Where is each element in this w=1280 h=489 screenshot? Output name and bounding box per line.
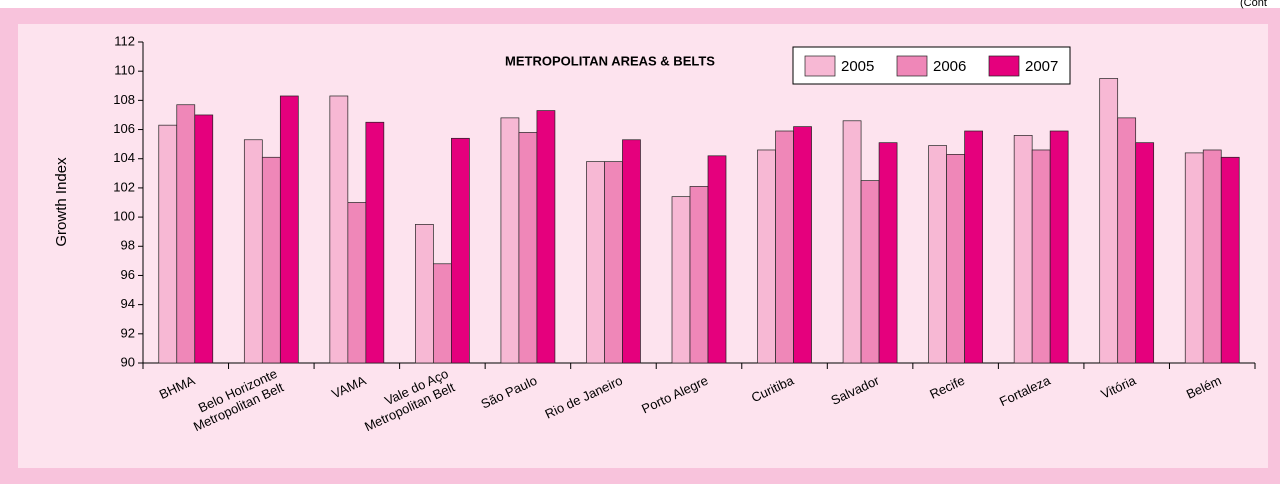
bar <box>1099 78 1119 364</box>
bar <box>1135 142 1155 364</box>
bar <box>433 263 452 364</box>
bar <box>860 180 880 364</box>
corner-note: (Cont <box>1240 0 1267 9</box>
legend-swatch <box>804 55 836 77</box>
bar <box>586 161 605 364</box>
bar <box>365 121 385 364</box>
bar <box>1202 149 1222 364</box>
legend-label: 2005 <box>841 58 874 75</box>
bar <box>1031 149 1051 364</box>
bar <box>1220 156 1240 364</box>
bar <box>261 156 281 364</box>
y-tick-label: 108 <box>113 92 135 107</box>
chart-title: METROPOLITAN AREAS & BELTS <box>505 53 715 68</box>
bar <box>415 224 434 364</box>
bar <box>878 142 898 364</box>
y-tick-label: 98 <box>121 238 135 253</box>
bar <box>536 110 556 364</box>
y-tick-label: 102 <box>113 179 135 194</box>
y-tick-label: 110 <box>114 63 135 78</box>
y-tick-label: 104 <box>113 150 135 165</box>
y-tick-label: 100 <box>113 209 135 224</box>
bar <box>622 139 641 364</box>
bar <box>793 126 812 364</box>
bar <box>775 130 794 364</box>
bar <box>500 117 520 364</box>
bar <box>928 145 947 364</box>
bar <box>451 137 470 364</box>
bar <box>964 130 983 364</box>
bar <box>1184 152 1204 364</box>
legend-swatch <box>896 55 928 77</box>
bar <box>347 202 367 364</box>
bar <box>158 124 178 364</box>
bar <box>946 154 965 364</box>
legend-label: 2006 <box>933 58 966 75</box>
legend-label: 2007 <box>1025 58 1058 75</box>
bar <box>329 95 349 364</box>
bar <box>176 104 196 364</box>
y-tick-label: 92 <box>121 325 135 340</box>
bar <box>707 155 727 364</box>
y-tick-label: 94 <box>121 296 135 311</box>
bar <box>689 186 709 364</box>
bar <box>194 114 214 364</box>
bar <box>1117 117 1137 364</box>
bar <box>671 196 691 364</box>
bar <box>1049 130 1069 364</box>
y-tick-label: 112 <box>114 33 135 48</box>
y-tick-label: 96 <box>121 267 135 282</box>
y-tick-label: 106 <box>113 121 135 136</box>
legend-box <box>792 46 1071 85</box>
bar <box>1013 135 1033 364</box>
y-tick-label: 90 <box>121 354 135 369</box>
bar <box>279 95 299 364</box>
bar <box>518 132 538 364</box>
bar <box>243 139 263 364</box>
y-axis-label: Growth Index <box>53 157 70 247</box>
bar <box>604 161 623 364</box>
bar <box>757 149 776 364</box>
bar <box>842 120 862 364</box>
legend-swatch <box>988 55 1020 77</box>
